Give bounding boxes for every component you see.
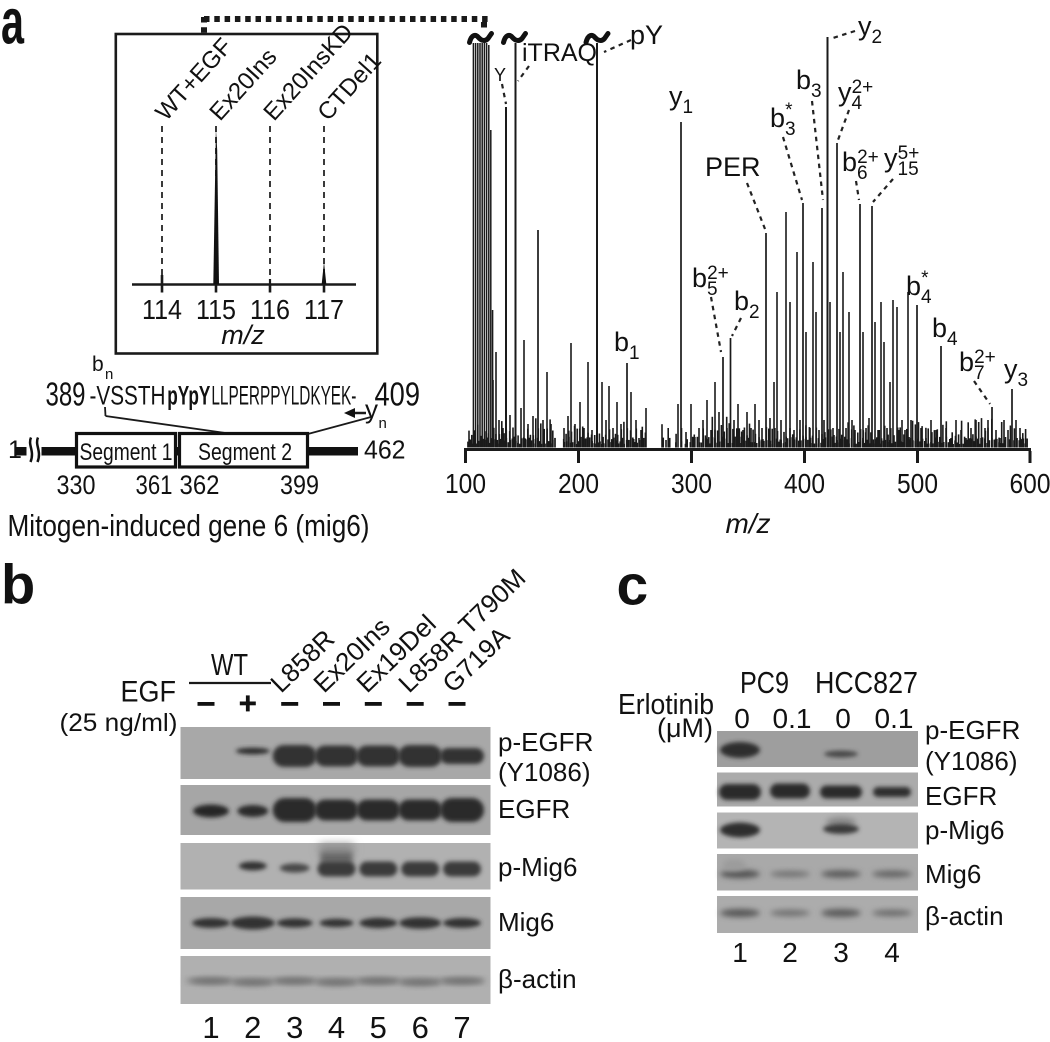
svg-text:114: 114: [142, 294, 182, 325]
svg-text:115: 115: [196, 294, 236, 325]
svg-text:0: 0: [835, 703, 851, 734]
svg-text:5: 5: [370, 1010, 387, 1042]
svg-text:330: 330: [57, 470, 96, 500]
svg-text:pY: pY: [630, 20, 663, 50]
svg-text:iTRAQ: iTRAQ: [522, 39, 597, 67]
svg-text:7: 7: [453, 1010, 470, 1042]
svg-text:4: 4: [884, 937, 900, 968]
svg-text:PER: PER: [705, 152, 761, 182]
svg-text:116: 116: [250, 294, 290, 325]
svg-text:362: 362: [180, 470, 220, 500]
svg-text:n: n: [105, 366, 113, 383]
svg-text:y: y: [365, 394, 378, 424]
svg-text:Mig6: Mig6: [498, 907, 554, 937]
svg-text:(Y1086): (Y1086): [498, 757, 591, 787]
svg-text:a: a: [1, 0, 24, 58]
svg-text:Segment 2: Segment 2: [198, 439, 292, 466]
svg-text:c: c: [617, 554, 649, 618]
svg-text:3: 3: [286, 1010, 303, 1042]
svg-text:Y: Y: [494, 65, 506, 85]
svg-text:PC9: PC9: [740, 665, 789, 700]
svg-text:100: 100: [445, 468, 486, 499]
svg-text:p-Mig6: p-Mig6: [925, 815, 1004, 845]
svg-text:389: 389: [46, 376, 86, 413]
svg-text:p-EGFR: p-EGFR: [925, 715, 1020, 745]
svg-text:361: 361: [136, 470, 173, 500]
svg-text:3: 3: [833, 937, 849, 968]
svg-text:EGF: EGF: [121, 676, 177, 709]
svg-text:WT: WT: [211, 647, 248, 682]
svg-text:2: 2: [782, 937, 798, 968]
svg-text:Segment 1: Segment 1: [80, 439, 173, 466]
svg-text:(Y1086): (Y1086): [925, 746, 1018, 776]
svg-text:4: 4: [328, 1010, 345, 1042]
svg-text:400: 400: [784, 468, 825, 499]
svg-text:1: 1: [202, 1010, 219, 1042]
svg-text:Mig6: Mig6: [925, 859, 981, 889]
svg-text:399: 399: [280, 470, 319, 500]
svg-text:1: 1: [8, 436, 22, 464]
svg-text:-VSSTH: -VSSTH: [90, 381, 166, 411]
svg-text:n: n: [379, 415, 387, 432]
svg-text:6: 6: [412, 1010, 429, 1042]
svg-text:b: b: [1, 553, 35, 616]
svg-text:Erlotinib: Erlotinib: [618, 689, 714, 721]
svg-text:HCC827: HCC827: [815, 665, 918, 700]
svg-text:300: 300: [671, 468, 712, 499]
svg-text:m/z: m/z: [725, 508, 770, 539]
svg-text:EGFR: EGFR: [925, 781, 997, 811]
svg-text:1: 1: [732, 937, 748, 968]
svg-text:m/z: m/z: [221, 320, 265, 350]
svg-text:p-EGFR: p-EGFR: [498, 727, 593, 757]
svg-text:(μM): (μM): [657, 713, 713, 743]
svg-text:600: 600: [1010, 468, 1050, 499]
svg-text:117: 117: [304, 294, 344, 325]
svg-text:β-actin: β-actin: [498, 964, 577, 994]
svg-text:462: 462: [364, 435, 406, 465]
svg-text:p-Mig6: p-Mig6: [498, 852, 577, 882]
svg-text:(25 ng/ml): (25 ng/ml): [60, 709, 178, 737]
svg-text:b: b: [92, 353, 104, 376]
svg-text:500: 500: [897, 468, 938, 499]
svg-text:0: 0: [734, 703, 750, 734]
svg-text:Mitogen-induced gene 6 (mig6): Mitogen-induced gene 6 (mig6): [8, 508, 370, 543]
svg-text:β-actin: β-actin: [925, 901, 1004, 931]
svg-text:LLPERPPYLDKYEK-: LLPERPPYLDKYEK-: [211, 381, 356, 411]
svg-text:2: 2: [244, 1010, 261, 1042]
svg-text:0.1: 0.1: [773, 703, 812, 734]
svg-text:409: 409: [375, 376, 421, 413]
svg-text:200: 200: [558, 468, 599, 499]
svg-text:pYpY: pYpY: [167, 381, 210, 411]
svg-text:EGFR: EGFR: [498, 794, 570, 824]
svg-text:0.1: 0.1: [875, 703, 914, 734]
